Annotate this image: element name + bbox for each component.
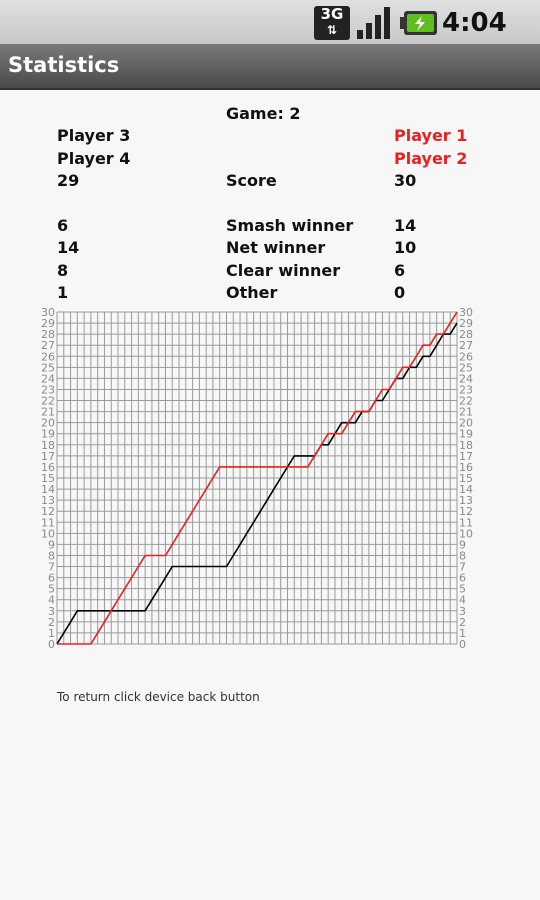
y-tick-label-left: 16 (41, 461, 55, 474)
data-arrows-icon: ⇅ (326, 23, 338, 37)
left-other: 1 (57, 283, 69, 302)
left-score: 29 (57, 171, 80, 190)
y-tick-label-left: 14 (41, 483, 55, 496)
y-tick-label-left: 7 (48, 561, 55, 574)
y-tick-label-right: 14 (459, 483, 473, 496)
clock: 4:04 PM (442, 6, 540, 77)
network-label: 3G (320, 5, 344, 23)
y-tick-label-right: 23 (459, 383, 473, 396)
y-tick-label-right: 2 (459, 616, 466, 629)
y-tick-label-right: 3 (459, 605, 466, 618)
right-clear: 6 (394, 261, 406, 280)
y-tick-label-left: 18 (41, 439, 55, 452)
series-line-player-1 (57, 311, 458, 645)
left-clear: 8 (57, 261, 69, 280)
y-tick-label-left: 21 (41, 406, 55, 419)
y-tick-label-left: 4 (48, 594, 55, 607)
y-tick-label-right: 16 (459, 461, 473, 474)
y-tick-label-right: 20 (459, 417, 473, 430)
y-tick-label-left: 25 (41, 361, 55, 374)
y-tick-label-right: 15 (459, 472, 473, 485)
y-tick-label-right: 13 (459, 494, 473, 507)
left-player-b: Player 4 (57, 149, 131, 168)
y-tick-label-left: 11 (41, 516, 55, 529)
y-tick-label-right: 30 (459, 306, 473, 319)
right-player-a: Player 1 (394, 126, 468, 145)
y-tick-label-left: 22 (41, 395, 55, 408)
y-tick-label-left: 3 (48, 605, 55, 618)
y-tick-label-right: 17 (459, 450, 473, 463)
left-player-a: Player 3 (57, 126, 131, 145)
y-tick-label-left: 13 (41, 494, 55, 507)
y-tick-label-right: 28 (459, 328, 473, 341)
clock-time: 4:04 (442, 8, 507, 38)
y-tick-label-right: 19 (459, 428, 473, 441)
game-label: Game: 2 (226, 104, 301, 123)
y-tick-label-left: 12 (41, 505, 55, 518)
y-tick-label-left: 24 (41, 372, 55, 385)
right-other: 0 (394, 283, 406, 302)
y-tick-label-right: 5 (459, 583, 466, 596)
y-tick-label-left: 8 (48, 549, 55, 562)
y-tick-label-left: 15 (41, 472, 55, 485)
y-tick-label-left: 27 (41, 339, 55, 352)
y-tick-label-right: 10 (459, 527, 473, 540)
y-tick-label-left: 5 (48, 583, 55, 596)
y-tick-label-right: 9 (459, 538, 466, 551)
y-tick-label-left: 9 (48, 538, 55, 551)
status-bar: 3G ⇅ 4:04 PM (0, 0, 540, 69)
right-score: 30 (394, 171, 417, 190)
smash-label: Smash winner (226, 216, 354, 235)
3g-network-icon: 3G ⇅ (314, 6, 350, 40)
y-tick-label-left: 23 (41, 383, 55, 396)
y-tick-label-left: 28 (41, 328, 55, 341)
y-tick-label-left: 10 (41, 527, 55, 540)
other-label: Other (226, 283, 278, 302)
y-tick-label-left: 6 (48, 572, 55, 585)
y-tick-label-left: 19 (41, 428, 55, 441)
y-tick-label-right: 12 (459, 505, 473, 518)
y-tick-label-left: 26 (41, 350, 55, 363)
back-hint: To return click device back button (57, 690, 260, 704)
y-tick-label-right: 6 (459, 572, 466, 585)
y-tick-label-right: 21 (459, 406, 473, 419)
y-tick-label-right: 0 (459, 638, 466, 651)
y-tick-label-left: 29 (41, 317, 55, 330)
page-title: Statistics (8, 53, 120, 77)
y-tick-label-right: 29 (459, 317, 473, 330)
y-tick-label-right: 27 (459, 339, 473, 352)
y-tick-label-left: 20 (41, 417, 55, 430)
battery-charging-icon (400, 11, 437, 35)
clear-label: Clear winner (226, 261, 341, 280)
y-tick-label-right: 11 (459, 516, 473, 529)
y-tick-label-right: 25 (459, 361, 473, 374)
y-tick-label-right: 22 (459, 395, 473, 408)
left-smash: 6 (57, 216, 69, 235)
y-tick-label-left: 17 (41, 450, 55, 463)
y-tick-label-right: 18 (459, 439, 473, 452)
signal-strength-icon (357, 7, 390, 39)
left-net: 14 (57, 238, 80, 257)
right-net: 10 (394, 238, 417, 257)
right-player-b: Player 2 (394, 149, 468, 168)
y-tick-label-right: 26 (459, 350, 473, 363)
y-tick-label-left: 30 (41, 306, 55, 319)
title-bar: Statistics (0, 44, 540, 90)
y-tick-label-right: 8 (459, 549, 466, 562)
net-label: Net winner (226, 238, 326, 257)
y-tick-label-left: 1 (48, 627, 55, 640)
y-tick-label-left: 0 (48, 638, 55, 651)
series-line-player-3 (56, 322, 458, 645)
y-tick-label-right: 24 (459, 372, 473, 385)
y-tick-label-right: 7 (459, 561, 466, 574)
right-smash: 14 (394, 216, 417, 235)
score-label: Score (226, 171, 277, 190)
y-tick-label-right: 1 (459, 627, 466, 640)
y-tick-label-right: 4 (459, 594, 466, 607)
y-tick-label-left: 2 (48, 616, 55, 629)
